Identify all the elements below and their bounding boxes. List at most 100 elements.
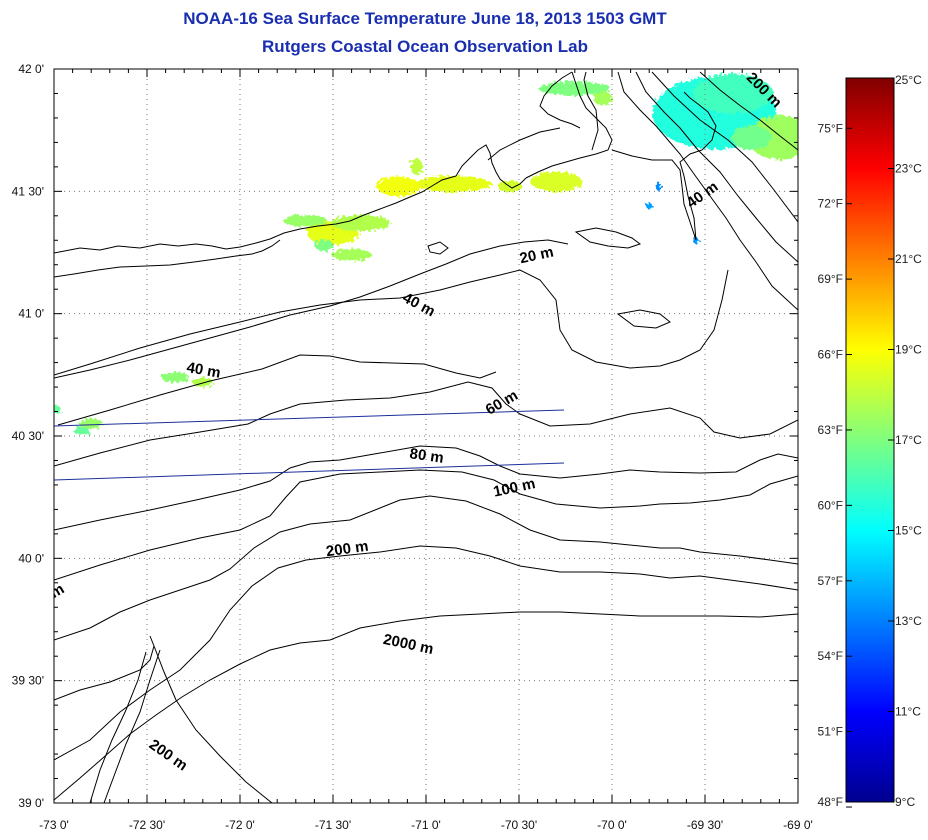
long-island-south — [54, 314, 291, 379]
fahrenheit-label: 51°F — [818, 725, 843, 739]
contour-gulf-maine-1 — [617, 71, 798, 311]
contour-100m — [54, 469, 798, 581]
lat-tick-label: 42 0' — [18, 62, 44, 76]
lon-tick-label: -73 0' — [39, 818, 69, 832]
contour-gulf-maine-4 — [699, 71, 798, 151]
axis-ticks: -73 0' -72 30' -72 0' -71 30' -71 0' -70 30' -… — [12, 62, 813, 832]
lon-tick-label: -71 0' — [411, 818, 441, 832]
contour-label: 40 m — [185, 359, 222, 382]
sst-patch — [331, 248, 372, 261]
section-lines — [54, 409, 565, 481]
color-scale — [845, 77, 895, 803]
connecticut-coast — [54, 175, 457, 254]
hudson-canyon-2 — [153, 645, 273, 803]
sst-patch — [731, 125, 772, 150]
sst-data-layer — [54, 73, 798, 436]
fahrenheit-label: 60°F — [818, 498, 843, 512]
celsius-label: 19°C — [895, 343, 922, 357]
contour-200m-slope — [54, 545, 798, 761]
fahrenheit-label: 57°F — [818, 574, 843, 588]
celsius-label: 15°C — [895, 524, 922, 538]
sst-patch — [314, 239, 333, 252]
contour-40m-north — [54, 269, 729, 376]
contour-60m — [54, 381, 798, 467]
transect-line-south — [54, 462, 565, 481]
bathymetry-contours — [54, 71, 798, 803]
contour-80m — [54, 445, 798, 531]
contour-20m — [289, 239, 569, 316]
hudson-canyon-4 — [103, 649, 161, 803]
contour-gulf-maine-3 — [651, 71, 798, 223]
contour-gulf-maine-2 — [635, 71, 798, 263]
celsius-label: 11°C — [895, 705, 921, 719]
sst-patch — [692, 237, 699, 244]
fahrenheit-label: 75°F — [818, 121, 843, 135]
celsius-label: 23°C — [895, 162, 922, 176]
sst-patch — [160, 372, 189, 383]
sst-patch — [410, 158, 423, 175]
contour-40m-shelf — [57, 354, 497, 426]
celsius-label: 21°C — [895, 252, 922, 266]
lon-tick-label: -70 30' — [501, 818, 537, 832]
celsius-label: 13°C — [895, 614, 922, 628]
contour-2000m — [54, 611, 798, 801]
cape-cod-bay — [539, 71, 581, 129]
sst-patch — [538, 81, 611, 96]
lat-tick-label: 41 0' — [18, 307, 44, 321]
lat-tick-label: 39 30' — [12, 674, 44, 688]
narragansett-bay — [455, 144, 527, 189]
cape-cod — [611, 91, 717, 241]
fahrenheit-label: 54°F — [818, 649, 843, 663]
martha-vineyard — [574, 227, 642, 249]
sst-patch — [376, 176, 421, 197]
sst-patch — [283, 214, 328, 227]
sst-patch — [415, 175, 492, 192]
contour-cape-inner — [583, 71, 599, 151]
contour-label: 80 m — [409, 445, 445, 467]
fahrenheit-label: 72°F — [818, 197, 843, 211]
sst-patch — [530, 171, 583, 192]
block-island — [427, 241, 449, 255]
color-bar-labels: 25°C 23°C 21°C 19°C 17°C 15°C 13°C 11°C 9°C 75°F 7… — [818, 73, 923, 809]
fahrenheit-label: 63°F — [818, 423, 843, 437]
lon-tick-label: -69 0' — [783, 818, 813, 832]
contour-200m-shelf — [54, 495, 798, 641]
lon-tick-label: -71 30' — [315, 818, 351, 832]
lon-tick-label: -72 0' — [225, 818, 255, 832]
lon-tick-label: -72 30' — [129, 818, 165, 832]
sst-patch — [747, 115, 798, 160]
fahrenheit-label: 69°F — [818, 272, 843, 286]
fahrenheit-label: 48°F — [818, 795, 843, 809]
lat-tick-label: 39 0' — [18, 796, 44, 810]
buzzards-bay — [525, 71, 613, 179]
celsius-label: 25°C — [895, 73, 922, 87]
coastline — [54, 71, 717, 379]
contour-label: 20 m — [518, 244, 555, 268]
celsius-label: 17°C — [895, 433, 922, 447]
long-island-north — [54, 239, 281, 278]
map-subtitle: Rutgers Coastal Ocean Observation Lab — [262, 37, 588, 56]
lat-tick-label: 40 30' — [12, 429, 44, 443]
lon-tick-label: -69 30' — [687, 818, 723, 832]
lat-tick-label: 41 30' — [12, 184, 44, 198]
nantucket — [616, 309, 671, 329]
contour-label: 200 m — [325, 538, 369, 561]
hudson-canyon-3 — [89, 651, 147, 803]
contour-cape-inner-2 — [487, 127, 561, 161]
transect-line-north — [54, 409, 565, 427]
sst-patch — [655, 182, 662, 191]
celsius-label: 9°C — [895, 795, 915, 809]
fahrenheit-label: 66°F — [818, 348, 843, 362]
map-title: NOAA-16 Sea Surface Temperature June 18,… — [183, 9, 667, 28]
graticule — [54, 69, 798, 803]
lat-tick-label: 40 0' — [18, 551, 44, 565]
sst-patch — [79, 418, 104, 429]
color-bar: 25°C 23°C 21°C 19°C 17°C 15°C 13°C 11°C 9°C 75°F 7… — [818, 73, 923, 809]
sst-patch — [330, 215, 391, 232]
sst-patch — [73, 427, 90, 436]
sst-patch — [593, 91, 612, 106]
sst-patch — [646, 203, 653, 210]
lon-tick-label: -70 0' — [597, 818, 627, 832]
